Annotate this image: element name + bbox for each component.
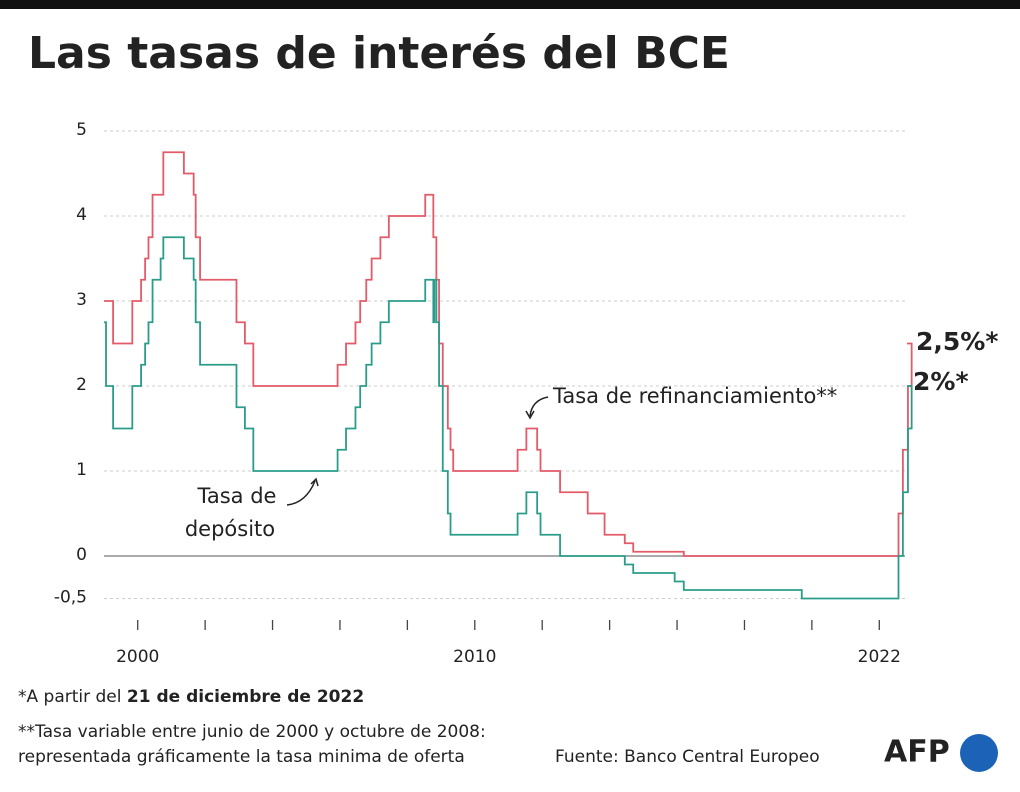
footnote: **Tasa variable entre junio de 2000 y oc… [18, 722, 486, 742]
x-tick-label: 2022 [858, 647, 901, 667]
arrow-head [525, 410, 535, 420]
lines [104, 151, 913, 600]
logo-circle [960, 734, 998, 772]
arrow [529, 396, 549, 417]
y-tick-label: -0,5 [54, 588, 87, 608]
grid: 5 4 3 2 1 0 -0,5 2000 2010 2022 [54, 120, 905, 667]
x-tick-label: 2000 [116, 647, 159, 667]
source: Fuente: Banco Central Europeo [555, 747, 820, 767]
annotation: Tasa de refinanciamiento** [552, 384, 837, 408]
y-tick-label: 4 [76, 205, 87, 225]
y-tick-label: 2 [76, 375, 87, 395]
logo: AFP [884, 735, 950, 770]
chart-title: Las tasas de interés del BCE [28, 28, 730, 79]
footnote: representada gráficamente la tasa minima… [18, 747, 465, 767]
arrow [286, 480, 316, 506]
y-tick-label: 0 [76, 545, 87, 565]
rate-line [104, 236, 913, 600]
top-bar [0, 0, 1020, 9]
footnote-text: *A partir del [18, 687, 127, 707]
footnote-date: 21 de diciembre de 2022 [127, 687, 364, 707]
annotation: depósito [185, 517, 275, 541]
y-tick-label: 1 [76, 460, 87, 480]
footnote: *A partir del 21 de diciembre de 2022 [18, 687, 364, 707]
end-label: 2,5%* [916, 327, 998, 356]
rate-line [104, 151, 913, 557]
arrow-head [310, 477, 319, 487]
y-tick-label: 3 [76, 290, 87, 310]
annotation: Tasa de [197, 484, 277, 508]
y-tick-label: 5 [76, 120, 87, 140]
x-tick-label: 2010 [453, 647, 496, 667]
end-label: 2%* [913, 367, 969, 396]
